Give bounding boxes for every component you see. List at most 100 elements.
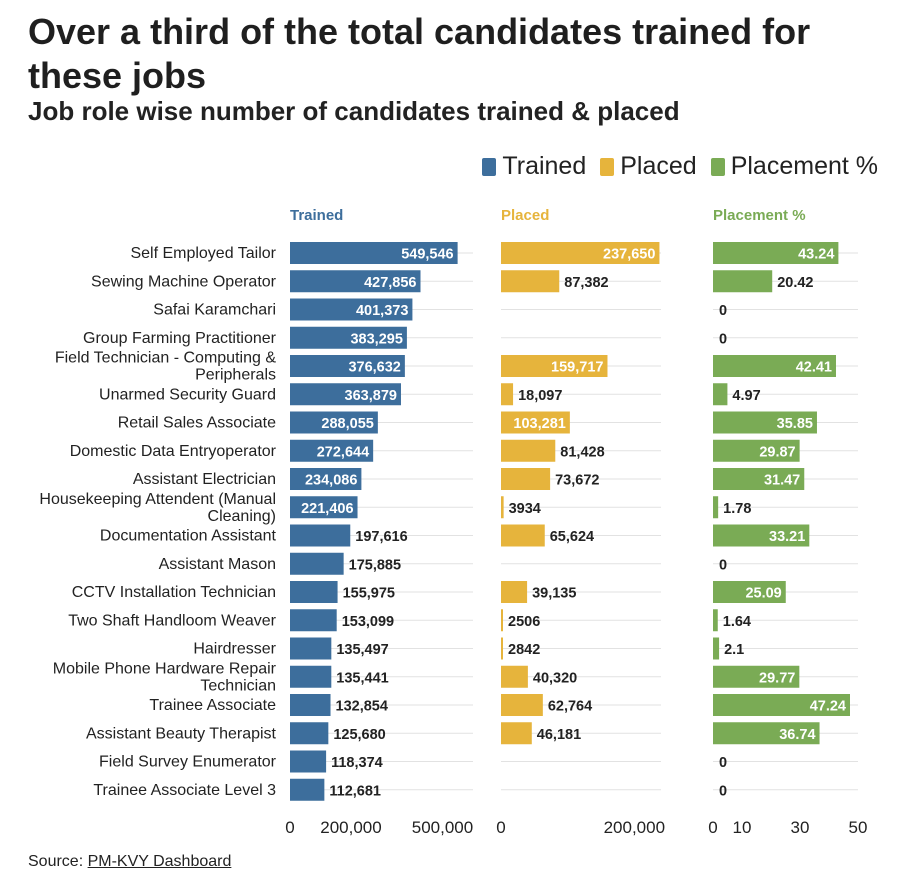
bar-trained-assistant-mason xyxy=(290,552,344,575)
value-label-placement-sewing-machine-operator: 20.42 xyxy=(777,275,813,291)
chart-subtitle: Job role wise number of candidates train… xyxy=(28,96,680,126)
bar-placed-two-shaft-handloom-weaver xyxy=(501,609,503,632)
tick-label-placement-1: 10 xyxy=(733,818,752,837)
bar-placement-hairdresser xyxy=(713,637,720,660)
legend-swatch-placement-pct xyxy=(710,157,725,176)
bar-trained-cctv-installation-technician xyxy=(290,581,338,603)
legend-item-placed: Placed xyxy=(600,152,697,181)
source-prefix: Source: xyxy=(28,853,88,870)
legend-label-placement-pct: Placement % xyxy=(730,152,878,180)
value-label-placement-cctv-installation-technician: 25.09 xyxy=(745,586,781,602)
value-label-placed-documentation-assistant: 65,624 xyxy=(550,529,594,545)
bar-placement-domestic-data-entryoperator xyxy=(713,439,800,462)
value-label-trained-self-employed-tailor: 549,546 xyxy=(401,247,453,263)
bar-trained-unarmed-security-guard xyxy=(290,383,401,406)
value-label-trained-mobile-phone-hardware-repair-technician: 135,441 xyxy=(336,670,388,686)
value-label-trained-field-survey-enumerator: 118,374 xyxy=(331,755,383,771)
category-label-domestic-data-entryoperator: Domestic Data Entryoperator xyxy=(70,443,277,460)
value-label-placement-housekeeping-attendent-manual-cleaning: 1.78 xyxy=(723,501,751,517)
value-label-trained-domestic-data-entryoperator: 272,644 xyxy=(317,444,369,460)
legend-item-trained: Trained xyxy=(482,152,586,181)
value-label-placed-sewing-machine-operator: 87,382 xyxy=(564,275,608,291)
bar-trained-field-survey-enumerator xyxy=(290,750,327,773)
bar-placed-domestic-data-entryoperator xyxy=(501,439,556,462)
bar-placement-unarmed-security-guard xyxy=(713,383,728,406)
bar-trained-documentation-assistant xyxy=(290,524,351,547)
bar-placed-housekeeping-attendent-manual-cleaning xyxy=(501,496,504,519)
bar-trained-retail-sales-associate xyxy=(290,411,378,434)
value-label-placement-hairdresser: 2.1 xyxy=(724,642,744,658)
bar-trained-field-technician-computing-peripherals xyxy=(290,355,405,377)
bar-placement-trainee-associate xyxy=(713,694,850,716)
category-label-assistant-mason: Assistant Mason xyxy=(159,556,276,573)
value-label-placed-two-shaft-handloom-weaver: 2506 xyxy=(508,614,540,630)
value-label-trained-sewing-machine-operator: 427,856 xyxy=(364,275,416,291)
bar-placed-assistant-electrician xyxy=(501,468,551,490)
category-label-cctv-installation-technician: CCTV Installation Technician xyxy=(72,584,276,601)
value-label-trained-assistant-electrician: 234,086 xyxy=(305,473,357,489)
category-label-documentation-assistant: Documentation Assistant xyxy=(100,528,277,545)
bar-trained-trainee-associate xyxy=(290,694,331,716)
value-label-trained-housekeeping-attendent-manual-cleaning: 221,406 xyxy=(301,501,353,517)
tick-label-trained-2: 500,000 xyxy=(412,818,473,837)
legend: Trained Placed Placement % xyxy=(482,152,878,181)
value-label-trained-cctv-installation-technician: 155,975 xyxy=(343,586,395,602)
value-label-placement-trainee-associate: 47.24 xyxy=(810,699,846,715)
bar-placed-trainee-associate xyxy=(501,694,543,716)
value-label-placed-assistant-beauty-therapist: 46,181 xyxy=(537,727,581,743)
value-label-placement-domestic-data-entryoperator: 29.87 xyxy=(759,444,795,460)
bar-placement-retail-sales-associate xyxy=(713,411,817,434)
value-label-placed-housekeeping-attendent-manual-cleaning: 3934 xyxy=(509,501,541,517)
value-label-placement-assistant-electrician: 31.47 xyxy=(764,473,800,489)
bar-placement-sewing-machine-operator xyxy=(713,270,773,293)
chart-title: Over a third of the total candidates tra… xyxy=(28,11,811,96)
category-label-unarmed-security-guard: Unarmed Security Guard xyxy=(99,386,276,403)
value-label-trained-retail-sales-associate: 288,055 xyxy=(321,416,373,432)
category-label-mobile-phone-hardware-repair-technician: Mobile Phone Hardware Repair Technician xyxy=(53,660,277,694)
category-label-self-employed-tailor: Self Employed Tailor xyxy=(130,245,276,262)
bar-placed-sewing-machine-operator xyxy=(501,270,560,293)
value-label-placement-unarmed-security-guard: 4.97 xyxy=(732,388,760,404)
value-label-placed-assistant-electrician: 73,672 xyxy=(555,473,599,489)
legend-label-placed: Placed xyxy=(620,152,697,180)
bar-placement-documentation-assistant xyxy=(713,524,810,547)
panel-header-trained: Trained xyxy=(290,207,343,224)
value-label-placed-field-technician-computing-peripherals: 159,717 xyxy=(551,360,603,376)
value-label-trained-unarmed-security-guard: 363,879 xyxy=(345,388,397,404)
category-label-trainee-associate-level-3: Trainee Associate Level 3 xyxy=(93,782,276,799)
bar-trained-group-farming-practitioner xyxy=(290,326,407,349)
source-note: Source: PM-KVY Dashboard xyxy=(28,853,231,871)
source-link[interactable]: PM-KVY Dashboard xyxy=(87,853,232,870)
value-label-trained-two-shaft-handloom-weaver: 153,099 xyxy=(342,614,394,630)
value-label-placement-assistant-beauty-therapist: 36.74 xyxy=(779,727,815,743)
tick-label-placement-2: 30 xyxy=(791,818,810,837)
legend-swatch-trained xyxy=(482,157,497,176)
bar-trained-mobile-phone-hardware-repair-technician xyxy=(290,665,332,688)
value-label-trained-safai-karamchari: 401,373 xyxy=(356,303,408,319)
value-label-trained-documentation-assistant: 197,616 xyxy=(355,529,407,545)
category-label-housekeeping-attendent-manual-cleaning: Housekeeping Attendent (Manual Cleaning) xyxy=(39,491,276,525)
category-label-retail-sales-associate: Retail Sales Associate xyxy=(118,415,276,432)
tick-label-trained-0: 0 xyxy=(285,818,294,837)
bar-placement-mobile-phone-hardware-repair-technician xyxy=(713,665,800,688)
bar-placement-assistant-electrician xyxy=(713,468,805,490)
bar-trained-sewing-machine-operator xyxy=(290,270,421,293)
bar-placed-unarmed-security-guard xyxy=(501,383,514,406)
category-label-group-farming-practitioner: Group Farming Practitioner xyxy=(83,330,277,347)
value-label-placement-two-shaft-handloom-weaver: 1.64 xyxy=(723,614,751,630)
category-label-safai-karamchari: Safai Karamchari xyxy=(153,302,276,319)
bar-placement-field-technician-computing-peripherals xyxy=(713,355,836,377)
value-label-placed-self-employed-tailor: 237,650 xyxy=(603,247,655,263)
value-label-trained-field-technician-computing-peripherals: 376,632 xyxy=(348,360,400,376)
bar-placed-documentation-assistant xyxy=(501,524,545,547)
value-label-trained-hairdresser: 135,497 xyxy=(336,642,388,658)
bar-placed-self-employed-tailor xyxy=(501,242,660,264)
bar-placement-two-shaft-handloom-weaver xyxy=(713,609,718,632)
value-label-placement-documentation-assistant: 33.21 xyxy=(769,529,805,545)
bar-placed-cctv-installation-technician xyxy=(501,581,528,603)
value-label-placed-mobile-phone-hardware-repair-technician: 40,320 xyxy=(533,670,577,686)
bar-placed-field-technician-computing-peripherals xyxy=(501,355,608,377)
panel-header-placement: Placement % xyxy=(713,207,806,224)
category-label-sewing-machine-operator: Sewing Machine Operator xyxy=(91,273,277,290)
bar-placed-hairdresser xyxy=(501,637,503,660)
